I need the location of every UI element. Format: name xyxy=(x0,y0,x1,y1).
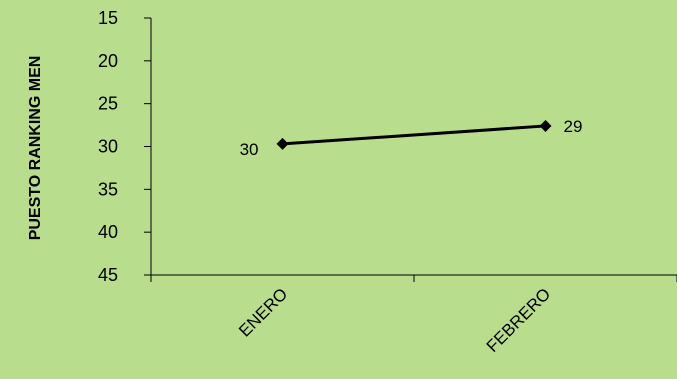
y-tick-label: 45 xyxy=(98,265,118,285)
data-point-marker xyxy=(276,137,289,150)
y-tick-label: 35 xyxy=(98,179,118,199)
data-label: 30 xyxy=(240,140,259,159)
y-tick-label: 40 xyxy=(98,222,118,242)
data-point-marker xyxy=(539,119,552,132)
y-tick-label: 30 xyxy=(98,137,118,157)
y-tick-label: 15 xyxy=(98,8,118,28)
y-tick-labels: 15 20 25 30 35 40 45 xyxy=(98,8,151,285)
series-line xyxy=(282,124,546,146)
y-axis-title: PUESTO RANKING MEN xyxy=(27,56,44,241)
data-label: 29 xyxy=(564,117,583,136)
series-layer: 30 29 xyxy=(240,117,583,159)
y-tick-label: 25 xyxy=(98,94,118,114)
y-tick-label: 20 xyxy=(98,51,118,71)
